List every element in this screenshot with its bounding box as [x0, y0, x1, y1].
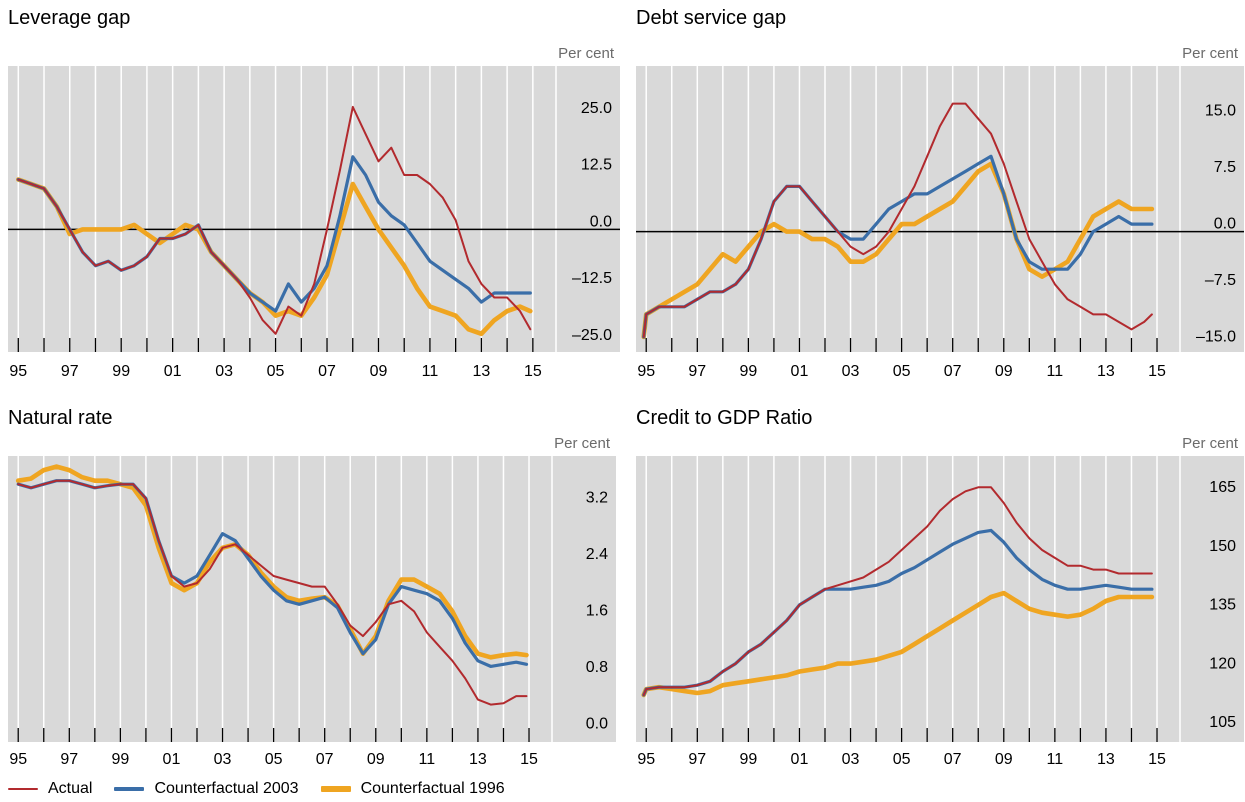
x-tick-label: 03: [842, 751, 860, 768]
series-line-actual: [17, 105, 532, 335]
x-tick-label: 15: [1148, 751, 1166, 768]
x-tick-label: 95: [637, 751, 655, 768]
x-tick-label: 05: [893, 751, 911, 768]
chart-title: Leverage gap: [8, 7, 130, 29]
x-tick-label: 97: [688, 363, 706, 380]
x-tick-label: 95: [637, 363, 655, 380]
x-tick-label: 15: [524, 363, 542, 380]
unit-label: Per cent: [554, 435, 611, 452]
x-tick-label: 09: [370, 363, 388, 380]
x-tick-label: 03: [215, 363, 233, 380]
chart-panel-4: Credit to GDP Ratio Per cent 165 150 135 120 1…: [636, 407, 1244, 768]
y-tick-label: 165: [1209, 479, 1236, 496]
unit-label: Per cent: [1182, 435, 1239, 452]
series-line-actual: [642, 102, 1153, 338]
chart-title: Debt service gap: [636, 7, 786, 29]
x-tick-label: 99: [739, 363, 757, 380]
chart-title: Credit to GDP Ratio: [636, 407, 812, 429]
chart-panel-3: Natural rate Per cent 3.2 2.4 1.6 0.8 0.0 95 97 9…: [8, 407, 616, 768]
legend-swatch-actual: [8, 788, 38, 790]
legend-item-actual: Actual: [8, 780, 92, 798]
y-tick-label: –7.5: [1205, 272, 1236, 289]
chart-panel-2: Debt service gap Per cent 15.0 7.5 0.0 –7.5 –1…: [636, 7, 1244, 380]
unit-label: Per cent: [1182, 45, 1239, 62]
x-tick-label: 05: [267, 363, 285, 380]
legend-label-cf2003: Counterfactual 2003: [154, 780, 299, 797]
x-tick-label: 01: [164, 363, 182, 380]
x-tick-label: 05: [265, 751, 283, 768]
legend-swatch-cf1996: [320, 786, 351, 792]
series-line-actual: [642, 486, 1153, 696]
legend-item-cf1996: Counterfactual 1996: [320, 780, 505, 798]
x-tick-label: 97: [60, 751, 78, 768]
x-tick-label: 15: [1148, 363, 1166, 380]
x-tick-label: 11: [419, 751, 436, 768]
series-line-actual: [17, 479, 528, 706]
x-tick-label: 97: [61, 363, 79, 380]
x-tick-label: 95: [9, 751, 27, 768]
chart-panel-1: Leverage gap Per cent 25.0 12.5 0.0 –12.5 –25.…: [8, 7, 620, 380]
y-tick-label: 105: [1209, 714, 1236, 731]
y-tick-label: –15.0: [1196, 328, 1236, 345]
series-line-cf1996: [641, 590, 1155, 698]
x-tick-label: 15: [520, 751, 538, 768]
x-tick-label: 13: [1097, 363, 1115, 380]
y-tick-label: 0.0: [590, 213, 612, 230]
chart-title: Natural rate: [8, 407, 113, 429]
x-tick-label: 01: [791, 363, 809, 380]
x-tick-label: 11: [1047, 363, 1064, 380]
y-tick-label: –12.5: [572, 270, 612, 287]
y-tick-label: 7.5: [1214, 159, 1236, 176]
legend: Actual Counterfactual 2003 Counterfactua…: [8, 778, 527, 800]
x-tick-label: 07: [944, 363, 962, 380]
x-tick-label: 13: [469, 751, 487, 768]
series-line-cf1996: [16, 177, 533, 337]
legend-label-actual: Actual: [48, 780, 93, 797]
x-tick-label: 99: [739, 751, 757, 768]
series-line-cf1996: [641, 161, 1155, 340]
y-tick-label: 12.5: [581, 157, 612, 174]
x-tick-label: 99: [112, 363, 130, 380]
x-tick-label: 09: [995, 363, 1013, 380]
unit-label: Per cent: [558, 45, 615, 62]
x-tick-label: 99: [111, 751, 129, 768]
y-tick-label: 15.0: [1205, 103, 1236, 120]
y-tick-label: 1.6: [586, 602, 608, 619]
y-tick-label: 3.2: [586, 489, 608, 506]
x-tick-label: 11: [1047, 751, 1064, 768]
legend-swatch-cf2003: [114, 787, 145, 791]
x-tick-label: 07: [944, 751, 962, 768]
x-tick-label: 11: [422, 363, 439, 380]
x-tick-label: 03: [842, 363, 860, 380]
y-tick-label: 0.0: [586, 715, 608, 732]
x-tick-label: 03: [214, 751, 232, 768]
x-tick-label: 07: [318, 363, 336, 380]
legend-item-cf2003: Counterfactual 2003: [114, 780, 299, 798]
x-tick-label: 95: [9, 363, 27, 380]
series-line-cf1996: [15, 464, 529, 660]
y-tick-label: 0.8: [586, 659, 608, 676]
y-tick-label: –25.0: [572, 327, 612, 344]
y-tick-label: 150: [1209, 538, 1236, 555]
x-tick-label: 09: [995, 751, 1013, 768]
x-tick-label: 01: [163, 751, 181, 768]
x-tick-label: 01: [791, 751, 809, 768]
y-tick-label: 135: [1209, 597, 1236, 614]
x-tick-label: 07: [316, 751, 334, 768]
x-tick-label: 13: [472, 363, 490, 380]
x-tick-label: 09: [367, 751, 385, 768]
x-tick-label: 97: [688, 751, 706, 768]
y-tick-label: 25.0: [581, 100, 612, 117]
plot-background: [8, 66, 620, 352]
legend-label-cf1996: Counterfactual 1996: [360, 780, 505, 797]
y-tick-label: 120: [1209, 655, 1236, 672]
x-tick-label: 13: [1097, 751, 1115, 768]
y-tick-label: 2.4: [586, 546, 608, 563]
y-tick-label: 0.0: [1214, 216, 1236, 233]
x-tick-label: 05: [893, 363, 911, 380]
